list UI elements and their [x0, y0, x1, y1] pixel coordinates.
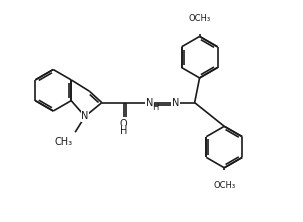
Text: OCH₃: OCH₃: [213, 181, 235, 190]
Text: O: O: [120, 119, 127, 129]
Text: CH₃: CH₃: [54, 137, 72, 147]
Text: N: N: [146, 98, 154, 108]
Text: N: N: [172, 98, 179, 108]
Text: OCH₃: OCH₃: [188, 14, 211, 23]
Text: N: N: [81, 111, 89, 121]
Text: H: H: [152, 103, 158, 112]
Text: H: H: [120, 126, 127, 136]
